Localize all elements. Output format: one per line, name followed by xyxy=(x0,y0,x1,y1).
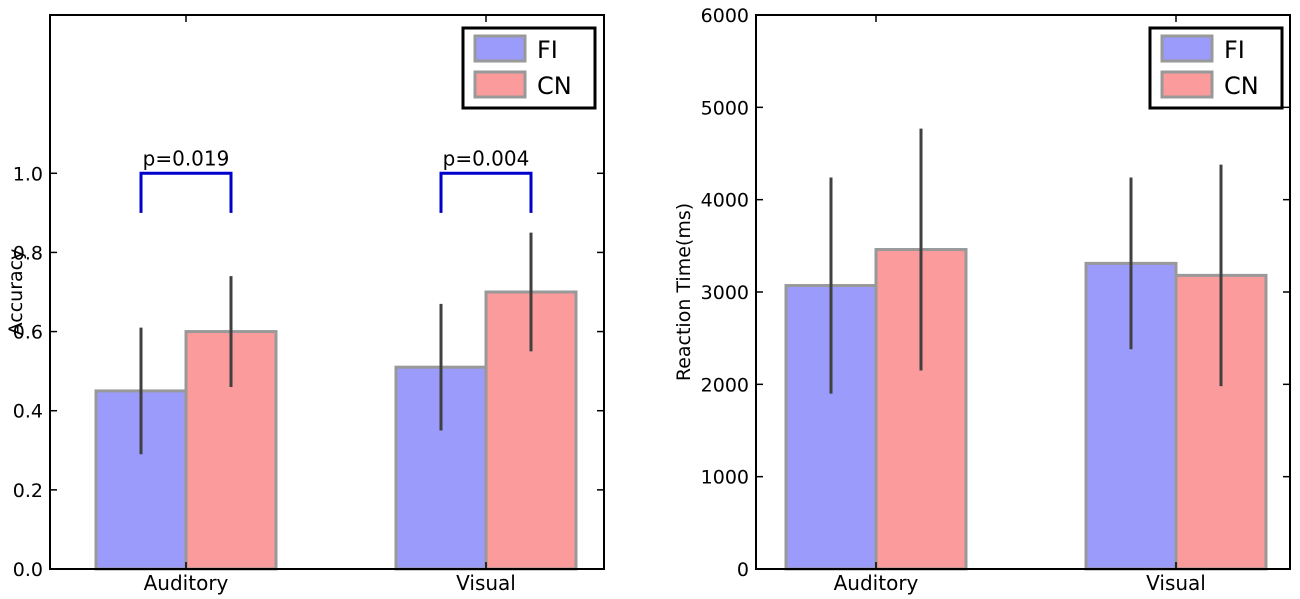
legend-swatch-fi xyxy=(1160,34,1214,63)
significance-bracket-visual xyxy=(439,171,533,213)
legend: FI CN xyxy=(1148,26,1284,110)
y-axis-title: Reaction Time(ms) xyxy=(673,203,695,381)
y-axis-title: Accuracy xyxy=(5,249,27,336)
x-category-label: Auditory xyxy=(144,571,229,595)
legend-swatch-cn xyxy=(1160,70,1214,99)
significance-bracket-auditory xyxy=(139,171,233,213)
chart-2: 0 1000 2000 3000 4000 5000 6000 Auditory Visual R… xyxy=(673,5,1291,595)
y-tick-label: 0.2 xyxy=(13,480,43,502)
legend: FI CN xyxy=(461,26,597,110)
y-tick-label: 0 xyxy=(737,559,749,581)
plot-frame xyxy=(49,14,605,570)
legend-swatch-cn xyxy=(473,70,527,99)
y-tick-label: 0.6 xyxy=(13,322,43,344)
y-tick-label: 0.4 xyxy=(13,401,43,423)
y-tick-label: 0.0 xyxy=(13,559,43,581)
x-category-label: Visual xyxy=(456,571,516,595)
y-tick-label: 5000 xyxy=(701,97,749,119)
p-value-label-auditory: p=0.019 xyxy=(143,146,230,170)
legend-label-fi: FI xyxy=(537,36,558,64)
y-tick-label: 3000 xyxy=(701,282,749,304)
y-tick-label: 1000 xyxy=(701,467,749,489)
y-tick-label: 4000 xyxy=(701,190,749,212)
y-tick-label: 6000 xyxy=(701,5,749,27)
chart-1: p=0.019 p=0.004 0.0 0.2 0.4 0.6 0.8 1.0 Auditory… xyxy=(5,14,605,595)
y-tick-label: 2000 xyxy=(701,374,749,396)
y-tick-label: 1.0 xyxy=(13,163,43,185)
p-value-label-visual: p=0.004 xyxy=(443,146,530,170)
legend-label-fi: FI xyxy=(1224,36,1245,64)
bar-cn-visual xyxy=(484,290,578,571)
x-category-label: Auditory xyxy=(834,571,919,595)
y-tick-label: 0.8 xyxy=(13,242,43,264)
legend-label-cn: CN xyxy=(537,72,572,100)
legend-swatch-fi xyxy=(473,34,527,63)
x-category-label: Visual xyxy=(1146,571,1206,595)
legend-label-cn: CN xyxy=(1224,72,1259,100)
